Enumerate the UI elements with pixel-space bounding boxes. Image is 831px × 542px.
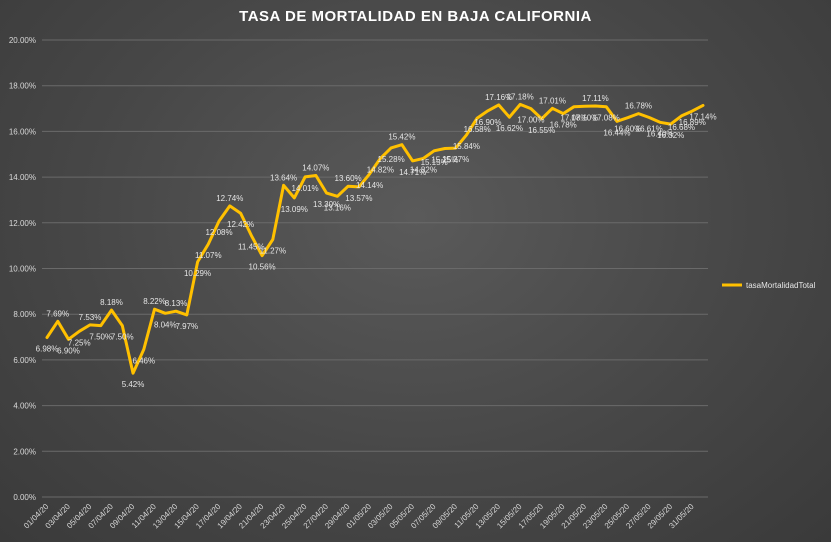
- y-tick-label: 10.00%: [9, 265, 36, 274]
- data-label: 16.58%: [464, 125, 491, 134]
- data-label: 11.07%: [195, 251, 222, 260]
- data-label: 15.84%: [453, 142, 480, 151]
- data-label: 13.30%: [313, 200, 340, 209]
- data-label: 16.61%: [636, 124, 663, 133]
- data-label: 16.68%: [668, 123, 695, 132]
- data-label: 17.08%: [560, 114, 587, 123]
- data-label: 16.62%: [496, 124, 523, 133]
- data-label: 13.09%: [281, 205, 308, 214]
- data-label: 13.64%: [270, 173, 297, 182]
- data-label: 7.97%: [175, 322, 198, 331]
- data-label: 6.98%: [36, 345, 59, 354]
- data-label: 13.60%: [335, 174, 362, 183]
- data-label: 7.25%: [68, 338, 91, 347]
- chart-title: TASA DE MORTALIDAD EN BAJA CALIFORNIA: [239, 8, 592, 25]
- y-tick-label: 6.00%: [13, 356, 36, 365]
- y-tick-label: 14.00%: [9, 173, 36, 182]
- data-label: 16.40%: [646, 129, 673, 138]
- data-label: 7.50%: [89, 333, 112, 342]
- data-label: 16.90%: [474, 118, 501, 127]
- data-label: 7.69%: [46, 309, 69, 318]
- data-label: 12.74%: [216, 194, 243, 203]
- data-label: 8.18%: [100, 298, 123, 307]
- data-label: 16.78%: [550, 121, 577, 130]
- data-label: 15.25%: [431, 156, 458, 165]
- data-label: 6.90%: [57, 346, 80, 355]
- data-label: 16.60%: [614, 125, 641, 134]
- data-label: 12.08%: [205, 228, 232, 237]
- data-label: 17.14%: [689, 112, 716, 121]
- y-tick-label: 4.00%: [13, 402, 36, 411]
- y-tick-label: 16.00%: [9, 127, 36, 136]
- data-label: 7.50%: [111, 333, 134, 342]
- data-label: 16.78%: [625, 102, 652, 111]
- data-label: 5.42%: [122, 380, 145, 389]
- data-label: 17.16%: [485, 93, 512, 102]
- data-label: 17.01%: [539, 96, 566, 105]
- data-label: 8.22%: [143, 297, 166, 306]
- data-label: 12.42%: [227, 220, 254, 229]
- data-label: 10.56%: [249, 263, 276, 272]
- series-line: [45, 102, 705, 375]
- data-label: 15.15%: [421, 158, 448, 167]
- data-label: 13.57%: [345, 194, 372, 203]
- data-label: 17.00%: [517, 116, 544, 125]
- y-tick-label: 12.00%: [9, 219, 36, 228]
- data-label: 16.32%: [657, 131, 684, 140]
- data-label: 16.89%: [679, 118, 706, 127]
- data-label: 17.08%: [593, 114, 620, 123]
- y-tick-label: 0.00%: [13, 493, 36, 502]
- data-label: 14.82%: [367, 165, 394, 174]
- data-label: 10.29%: [184, 269, 211, 278]
- data-label: 17.18%: [507, 92, 534, 101]
- data-label: 6.46%: [132, 356, 155, 365]
- data-label: 14.82%: [410, 165, 437, 174]
- data-label: 17.10%: [571, 113, 598, 122]
- y-tick-label: 18.00%: [9, 82, 36, 91]
- data-label: 15.42%: [388, 133, 415, 142]
- data-label: 14.71%: [399, 168, 426, 177]
- data-label: 14.14%: [356, 181, 383, 190]
- data-label: 8.04%: [154, 320, 177, 329]
- legend-label: tasaMortalidadTotal: [746, 281, 816, 290]
- data-label: 14.07%: [302, 164, 329, 173]
- data-label: 7.53%: [79, 313, 102, 322]
- data-label: 11.45%: [238, 242, 265, 251]
- y-tick-label: 8.00%: [13, 310, 36, 319]
- data-label: 13.16%: [324, 203, 351, 212]
- y-tick-label: 20.00%: [9, 36, 36, 45]
- data-label: 16.55%: [528, 126, 555, 135]
- y-tick-label: 2.00%: [13, 447, 36, 456]
- data-label: 14.01%: [292, 184, 319, 193]
- data-label: 15.28%: [378, 155, 405, 164]
- data-label: 16.44%: [603, 128, 630, 137]
- data-label: 11.27%: [260, 246, 287, 255]
- data-label: 15.27%: [442, 155, 469, 164]
- data-label: 17.11%: [582, 94, 609, 103]
- data-label: 8.13%: [165, 299, 188, 308]
